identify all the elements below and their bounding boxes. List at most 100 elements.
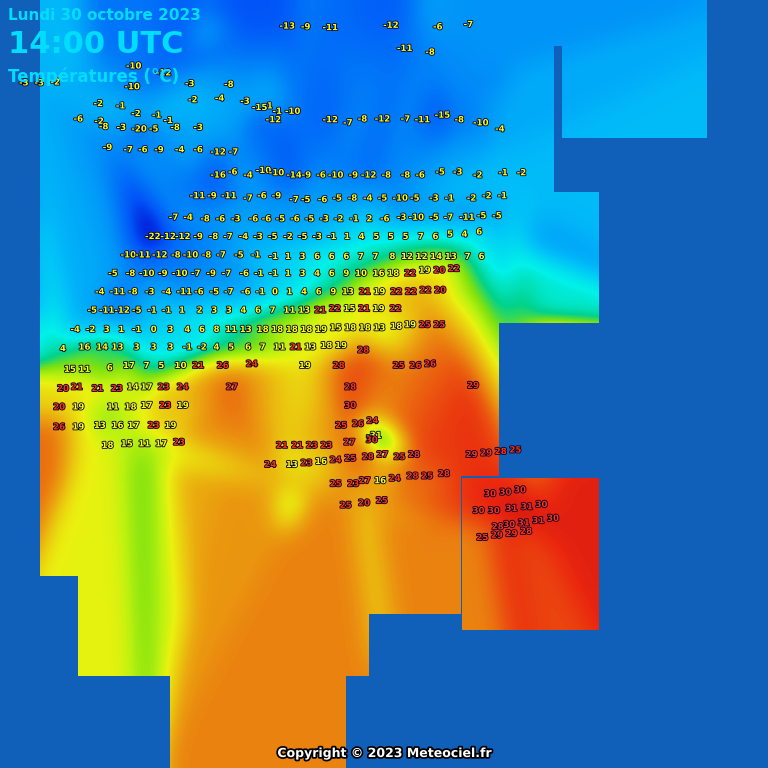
Text: 23: 23	[300, 458, 313, 468]
Text: 13: 13	[304, 343, 316, 352]
Text: 6: 6	[329, 269, 335, 278]
Text: 19: 19	[72, 402, 84, 412]
Text: 7: 7	[372, 252, 379, 261]
Text: -4: -4	[243, 170, 253, 180]
Text: -4: -4	[175, 145, 184, 154]
Text: 28: 28	[357, 346, 369, 355]
Text: 20: 20	[433, 266, 445, 275]
Text: -10: -10	[473, 118, 488, 127]
Text: 7: 7	[260, 343, 266, 352]
Text: -2: -2	[467, 194, 476, 203]
Text: 13: 13	[373, 323, 386, 333]
Text: 21: 21	[314, 306, 326, 315]
Text: 17: 17	[141, 382, 153, 392]
Text: 4: 4	[214, 343, 220, 352]
Text: -5: -5	[492, 211, 502, 220]
Text: 25: 25	[335, 421, 347, 430]
Text: -22: -22	[145, 232, 161, 241]
Text: 3: 3	[151, 343, 157, 352]
Text: 4: 4	[184, 325, 190, 334]
Text: -5: -5	[210, 287, 219, 296]
Text: 19: 19	[372, 304, 385, 313]
Text: -15: -15	[252, 103, 267, 112]
Text: -3: -3	[117, 123, 126, 132]
Text: 28: 28	[495, 447, 507, 456]
Text: Lundi 30 octobre 2023: Lundi 30 octobre 2023	[8, 8, 201, 23]
Text: -3: -3	[319, 214, 329, 223]
Text: 2: 2	[197, 306, 203, 315]
Text: -2: -2	[86, 325, 95, 334]
Text: -7: -7	[223, 232, 233, 241]
Text: 23: 23	[157, 382, 170, 392]
Text: -7: -7	[401, 114, 410, 124]
Text: 23: 23	[347, 479, 359, 488]
Text: 11: 11	[283, 306, 296, 315]
Text: -8: -8	[209, 232, 218, 241]
Text: 27: 27	[226, 382, 238, 392]
Text: -6: -6	[415, 170, 425, 180]
Text: 26: 26	[53, 422, 65, 432]
Text: -6: -6	[249, 214, 258, 223]
Text: -1: -1	[132, 325, 141, 334]
Text: 30: 30	[499, 488, 511, 497]
Text: 21: 21	[192, 361, 204, 370]
Text: -1: -1	[327, 232, 336, 241]
Text: -13: -13	[280, 22, 295, 31]
Text: 6: 6	[199, 325, 205, 334]
Text: -9: -9	[158, 269, 167, 278]
Text: -10: -10	[124, 82, 140, 91]
Text: 0: 0	[151, 325, 157, 334]
Text: 5: 5	[158, 361, 164, 370]
Text: -5: -5	[268, 232, 277, 241]
Text: -8: -8	[126, 269, 135, 278]
Text: -4: -4	[363, 194, 372, 203]
Text: 1: 1	[285, 269, 291, 278]
Text: 27: 27	[343, 438, 356, 447]
Text: -7: -7	[169, 213, 178, 222]
Text: 22: 22	[390, 287, 402, 296]
Text: 18: 18	[271, 325, 283, 334]
Text: 28: 28	[520, 527, 532, 536]
Text: 1: 1	[118, 325, 124, 334]
Text: 18: 18	[359, 323, 371, 333]
Text: -1: -1	[349, 214, 359, 223]
Text: -3: -3	[19, 78, 28, 88]
Text: 1: 1	[344, 232, 350, 241]
Text: 19: 19	[419, 266, 431, 275]
Text: 17: 17	[127, 421, 140, 430]
Text: -6: -6	[290, 214, 300, 223]
Text: -1: -1	[498, 168, 508, 177]
Text: 24: 24	[177, 382, 189, 392]
Text: -6: -6	[74, 114, 83, 124]
Text: 6: 6	[329, 252, 335, 261]
Text: 13: 13	[298, 306, 310, 315]
Text: 20: 20	[53, 402, 65, 412]
Text: 3: 3	[211, 306, 217, 315]
Text: -7: -7	[290, 195, 299, 204]
Text: -9: -9	[207, 269, 216, 278]
Text: -10: -10	[172, 269, 187, 278]
Text: -6: -6	[228, 167, 237, 177]
Text: 17: 17	[141, 401, 153, 410]
Text: 14: 14	[96, 343, 108, 352]
Text: Copyright © 2023 Meteociel.fr: Copyright © 2023 Meteociel.fr	[277, 747, 491, 760]
Text: -7: -7	[217, 250, 226, 260]
Text: -6: -6	[318, 195, 327, 204]
Text: 9: 9	[343, 269, 349, 278]
Text: -15: -15	[435, 111, 450, 120]
Text: 6: 6	[432, 232, 439, 241]
Text: 5: 5	[402, 232, 409, 241]
Text: 14: 14	[127, 382, 139, 392]
Text: -2: -2	[334, 214, 343, 223]
Text: 25: 25	[509, 445, 521, 455]
Text: -1: -1	[162, 306, 171, 315]
Text: -10: -10	[183, 250, 198, 260]
Text: -8: -8	[202, 250, 211, 260]
Text: -12: -12	[210, 147, 226, 157]
Text: -10: -10	[392, 194, 408, 203]
Text: -3: -3	[253, 232, 263, 241]
Text: 5: 5	[388, 232, 394, 241]
Text: -5: -5	[149, 124, 158, 134]
Text: 31: 31	[532, 516, 545, 525]
Text: 7: 7	[144, 361, 150, 370]
